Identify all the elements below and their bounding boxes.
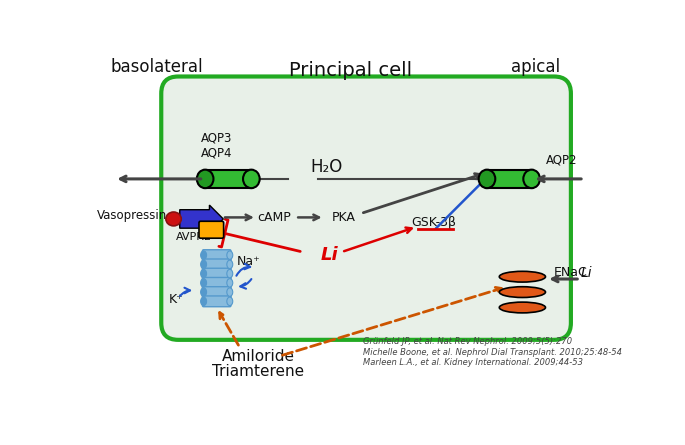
Text: Li: Li bbox=[321, 246, 338, 264]
Ellipse shape bbox=[201, 297, 207, 306]
Text: Amiloride: Amiloride bbox=[222, 348, 295, 364]
FancyBboxPatch shape bbox=[179, 205, 223, 233]
FancyBboxPatch shape bbox=[203, 296, 231, 307]
Ellipse shape bbox=[499, 287, 545, 298]
Ellipse shape bbox=[201, 269, 207, 278]
Text: H₂O: H₂O bbox=[310, 158, 342, 176]
Text: K⁺: K⁺ bbox=[169, 293, 184, 306]
Ellipse shape bbox=[166, 212, 182, 226]
Ellipse shape bbox=[499, 302, 545, 313]
FancyBboxPatch shape bbox=[203, 268, 231, 279]
Ellipse shape bbox=[201, 288, 207, 296]
Text: apical: apical bbox=[511, 58, 560, 76]
Ellipse shape bbox=[243, 170, 260, 188]
Ellipse shape bbox=[523, 170, 540, 188]
Text: basolateral: basolateral bbox=[110, 58, 203, 76]
Ellipse shape bbox=[227, 279, 233, 287]
Ellipse shape bbox=[227, 251, 233, 259]
Text: Principal cell: Principal cell bbox=[289, 61, 412, 80]
Ellipse shape bbox=[499, 271, 545, 282]
Bar bbox=[205, 170, 251, 188]
Text: PKA: PKA bbox=[332, 211, 356, 224]
Ellipse shape bbox=[201, 251, 207, 259]
Ellipse shape bbox=[227, 297, 233, 306]
FancyBboxPatch shape bbox=[203, 250, 231, 260]
Text: Li: Li bbox=[580, 266, 592, 280]
Text: AQP3
AQP4: AQP3 AQP4 bbox=[201, 132, 232, 160]
Text: Michelle Boone, et al. Nephrol Dial Transplant. 2010;25:48-54: Michelle Boone, et al. Nephrol Dial Tran… bbox=[363, 348, 622, 356]
FancyBboxPatch shape bbox=[161, 77, 571, 340]
Text: AC: AC bbox=[203, 225, 220, 235]
Ellipse shape bbox=[197, 170, 214, 188]
FancyBboxPatch shape bbox=[203, 278, 231, 288]
Text: Grünfeld JP, et al. Nat Rev Nephrol. 2009;5(5):270: Grünfeld JP, et al. Nat Rev Nephrol. 200… bbox=[363, 337, 572, 346]
Text: AVPR2: AVPR2 bbox=[175, 232, 212, 242]
Ellipse shape bbox=[227, 260, 233, 269]
Text: Triamterene: Triamterene bbox=[212, 364, 304, 379]
Ellipse shape bbox=[201, 260, 207, 269]
Text: Na⁺: Na⁺ bbox=[237, 255, 261, 268]
Text: AQP2: AQP2 bbox=[546, 153, 577, 166]
Ellipse shape bbox=[227, 269, 233, 278]
Text: cAMP: cAMP bbox=[258, 211, 291, 224]
Bar bbox=[487, 170, 532, 188]
Text: ENaC: ENaC bbox=[553, 267, 587, 279]
FancyBboxPatch shape bbox=[203, 259, 231, 270]
Ellipse shape bbox=[479, 170, 495, 188]
Ellipse shape bbox=[227, 288, 233, 296]
FancyBboxPatch shape bbox=[203, 287, 231, 298]
Text: Vasopressin: Vasopressin bbox=[97, 209, 167, 222]
FancyBboxPatch shape bbox=[199, 221, 223, 238]
Text: Marleen L.A., et al. Kidney International. 2009;44-53: Marleen L.A., et al. Kidney Internationa… bbox=[363, 358, 583, 368]
Text: GSK-3β: GSK-3β bbox=[411, 216, 456, 229]
Ellipse shape bbox=[201, 279, 207, 287]
